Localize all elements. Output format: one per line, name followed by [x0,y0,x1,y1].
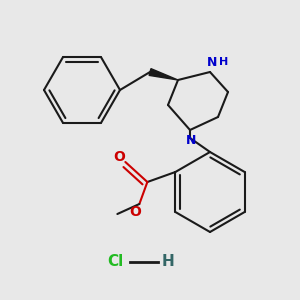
Text: N: N [207,56,217,68]
Text: O: O [113,150,125,164]
Text: H: H [162,254,174,269]
Polygon shape [149,69,178,80]
Text: O: O [129,205,141,219]
Text: N: N [186,134,196,146]
Text: Cl: Cl [107,254,123,269]
Text: H: H [219,57,229,67]
